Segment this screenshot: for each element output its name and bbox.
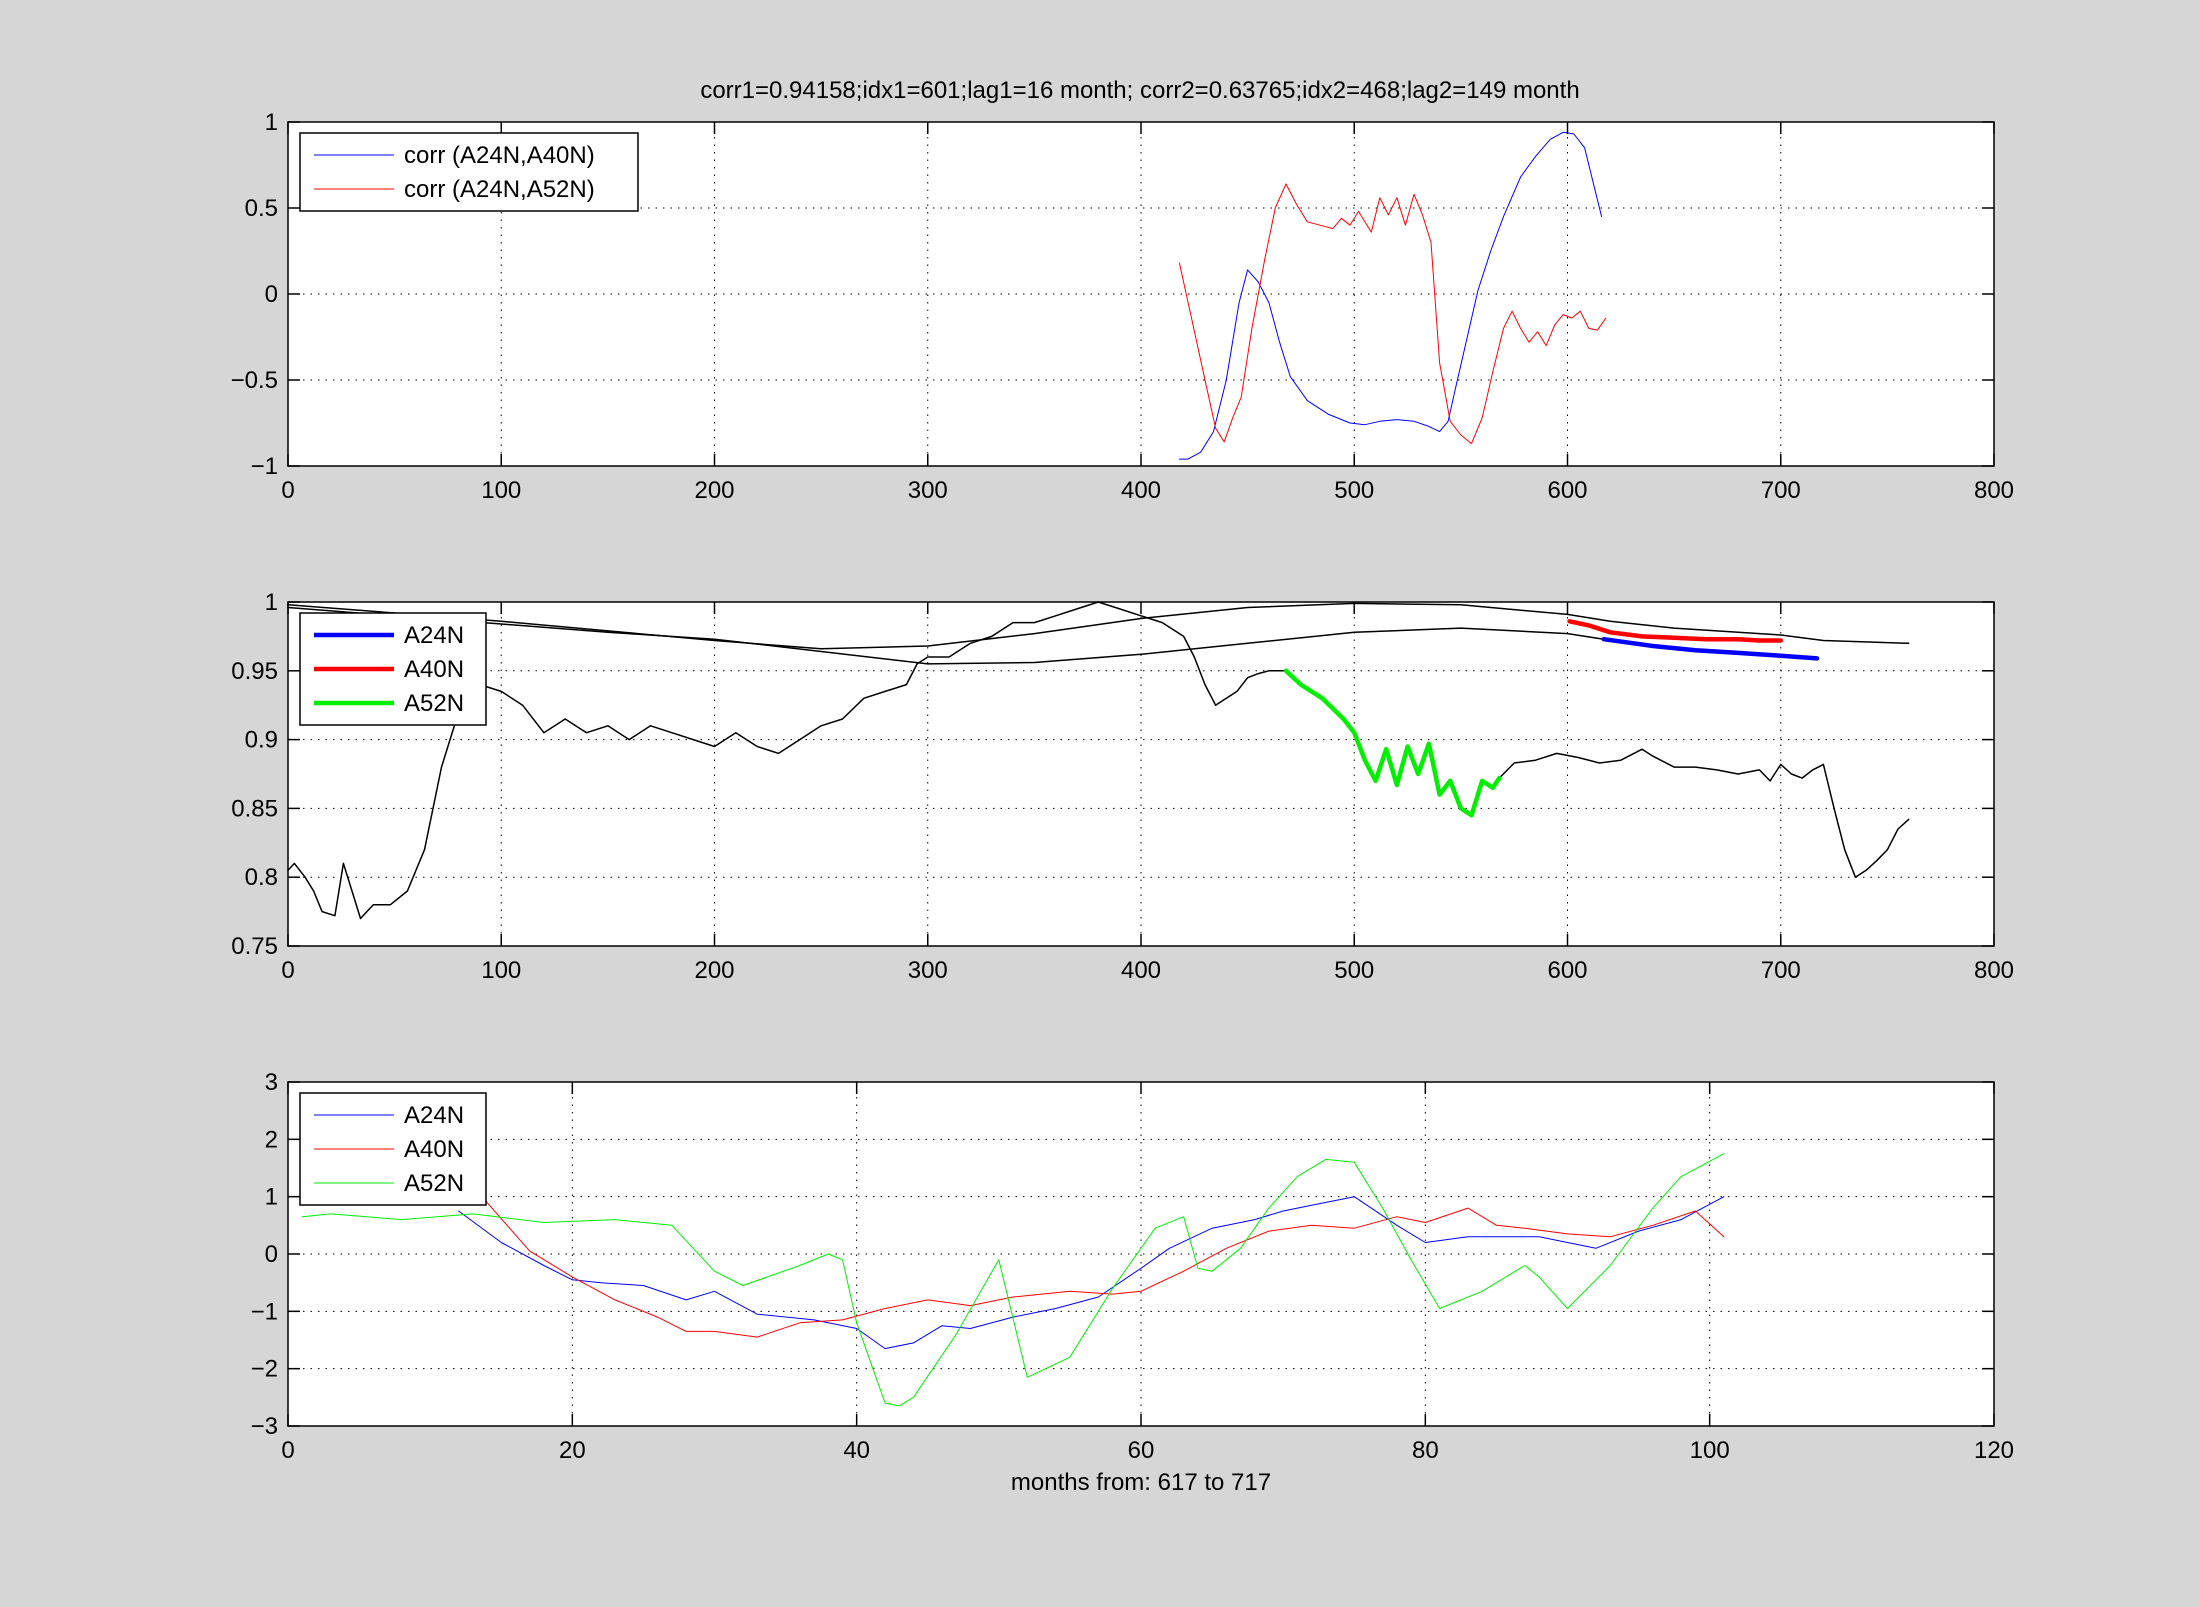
y-tick-label: −1 — [251, 453, 278, 480]
y-tick-label: 0.8 — [245, 864, 278, 891]
x-tick-label: 600 — [1547, 477, 1587, 504]
y-tick-label: −1 — [251, 1298, 278, 1325]
series-line-a24n — [1601, 636, 1820, 661]
series-line-a40n — [1567, 619, 1784, 643]
y-tick-label: 0 — [265, 1241, 278, 1268]
y-tick-label: 0.5 — [245, 195, 278, 222]
y-tick-label: 0.75 — [231, 933, 278, 960]
plot-area — [288, 1082, 1994, 1426]
y-tick-label: 1 — [265, 109, 278, 136]
x-tick-label: 600 — [1547, 957, 1587, 984]
legend-entry: A24N — [404, 1102, 464, 1129]
x-tick-label: 120 — [1974, 1437, 2014, 1464]
x-tick-label: 20 — [559, 1437, 586, 1464]
axes-3: 0 20 40 60 80 100 120 −3 −2 −1 0 1 2 3 months from: 61… — [251, 1069, 2014, 1496]
legend-entry: A40N — [404, 656, 464, 683]
y-tick-label: −0.5 — [231, 367, 278, 394]
x-axis-label: months from: 617 to 717 — [1011, 1469, 1271, 1496]
x-tick-label: 700 — [1761, 957, 1801, 984]
legend-entry: A24N — [404, 622, 464, 649]
axes-group: 0 100 200 300 400 500 600 700 800−1−0.500.51corr… — [231, 109, 2014, 1496]
x-tick-label: 100 — [481, 957, 521, 984]
x-tick-label: 300 — [908, 957, 948, 984]
legend-entry: corr (A24N,A52N) — [404, 176, 595, 203]
series-line-black-1 — [287, 602, 1910, 650]
x-tick-label: 400 — [1121, 477, 1161, 504]
y-tick-label: 1 — [265, 1184, 278, 1211]
series-line-corr-a24n-a40n — [1178, 131, 1603, 460]
plot-area — [288, 602, 1994, 946]
y-tick-label: 1 — [265, 589, 278, 616]
x-tick-label: 500 — [1334, 957, 1374, 984]
legend: corr (A24N,A40N) corr (A24N,A52N) — [299, 132, 639, 212]
y-tick-label: −3 — [251, 1413, 278, 1440]
legend-entry: corr (A24N,A40N) — [404, 142, 595, 169]
x-tick-label: 800 — [1974, 957, 2014, 984]
y-tick-label: 0.95 — [231, 658, 278, 685]
x-tick-label: 0 — [281, 1437, 294, 1464]
series-line-a52n — [301, 1153, 1725, 1407]
series-line-black-3 — [287, 601, 1287, 920]
legend: A24N A40N A52N — [299, 612, 487, 726]
x-tick-label: 0 — [281, 957, 294, 984]
y-tick-label: 0 — [265, 281, 278, 308]
x-tick-label: 500 — [1334, 477, 1374, 504]
series-line-a40n — [301, 1095, 1725, 1338]
axes-1: 0 100 200 300 400 500 600 700 800 −1 −0.5 0 0.5 1 corr… — [231, 109, 2014, 504]
figure-title: corr1=0.94158;idx1=601;lag1=16 month; co… — [700, 77, 1579, 104]
x-tick-label: 700 — [1761, 477, 1801, 504]
x-tick-label: 80 — [1412, 1437, 1439, 1464]
x-tick-label: 100 — [1690, 1437, 1730, 1464]
legend-entry: A52N — [404, 690, 464, 717]
x-tick-label: 200 — [694, 957, 734, 984]
legend-entry: A52N — [404, 1170, 464, 1197]
x-tick-label: 800 — [1974, 477, 2014, 504]
y-tick-label: 2 — [265, 1126, 278, 1153]
series-line-black-2 — [287, 606, 1605, 665]
legend-entry: A40N — [404, 1136, 464, 1163]
x-tick-label: 400 — [1121, 957, 1161, 984]
axes-2: 0 100 200 300 400 500 600 700 800 0.75 0.8 0.85 0.9 0… — [231, 589, 2014, 984]
x-tick-label: 300 — [908, 477, 948, 504]
x-tick-label: 100 — [481, 477, 521, 504]
legend-box — [299, 132, 639, 212]
series-line-black-4 — [1498, 748, 1910, 878]
y-tick-label: 3 — [265, 1069, 278, 1096]
x-tick-label: 0 — [281, 477, 294, 504]
y-tick-label: 0.85 — [231, 795, 278, 822]
y-tick-label: −2 — [251, 1356, 278, 1383]
x-tick-label: 40 — [843, 1437, 870, 1464]
legend: A24N A40N A52N — [299, 1092, 487, 1206]
x-tick-label: 60 — [1128, 1437, 1155, 1464]
series-line-corr-a24n-a52n — [1178, 183, 1607, 445]
y-tick-label: 0.9 — [245, 727, 278, 754]
x-tick-label: 200 — [694, 477, 734, 504]
series-line-a24n — [458, 1196, 1725, 1350]
series-line-a52n — [1283, 668, 1502, 818]
